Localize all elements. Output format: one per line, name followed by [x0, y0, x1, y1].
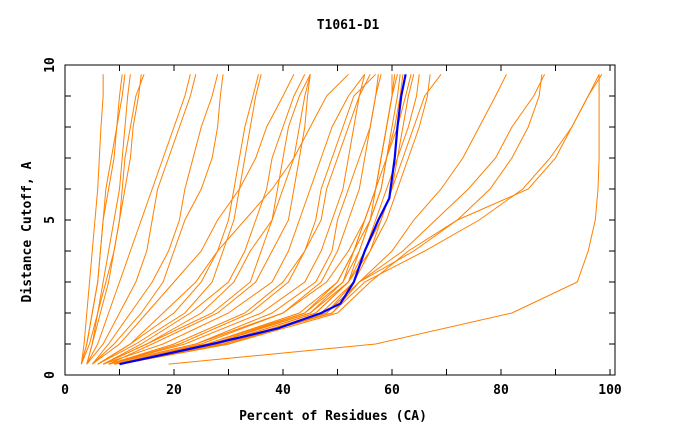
model-line-23	[113, 74, 401, 365]
model-line-5	[86, 74, 145, 365]
axes	[64, 64, 616, 376]
x-axis-label: Percent of Residues (CA)	[239, 409, 427, 424]
x-tick-label: 60	[384, 383, 400, 398]
model-line-40	[97, 73, 349, 365]
chart-title: T1061-D1	[317, 18, 380, 33]
highlight-line	[119, 74, 407, 366]
y-tick-label: 10	[43, 57, 58, 73]
model-line-19	[108, 74, 366, 365]
y-axis-label: Distance Cutoff, A	[20, 161, 35, 302]
model-line-20	[108, 74, 382, 365]
model-line-38	[168, 74, 600, 365]
model-line-16	[102, 74, 311, 365]
x-tick-label: 40	[275, 383, 291, 398]
model-line-37	[119, 74, 603, 365]
model-line-21	[108, 73, 377, 365]
y-tick-labels: 0 5 10	[43, 57, 58, 379]
series-lines	[80, 73, 603, 366]
model-line-15	[108, 74, 311, 365]
x-tick-label: 0	[61, 383, 69, 398]
model-line-13	[102, 74, 306, 365]
model-line-10	[86, 74, 197, 365]
model-line-29	[113, 74, 404, 365]
model-line-3	[86, 74, 131, 365]
model-line-9	[91, 74, 224, 365]
model-line-1	[80, 74, 104, 365]
model-line-30	[119, 74, 431, 365]
y-tick-label: 5	[43, 216, 58, 224]
model-line-36	[119, 74, 600, 365]
x-tick-labels: 0 20 40 60 80 100	[61, 383, 622, 398]
model-line-8	[91, 74, 219, 365]
x-tick-label: 20	[166, 383, 182, 398]
x-tick-label: 80	[493, 383, 509, 398]
model-line-27	[119, 74, 420, 365]
model-line-22	[113, 74, 379, 365]
model-line-11	[97, 74, 259, 365]
model-line-18	[108, 74, 371, 365]
model-line-39	[91, 74, 295, 365]
model-line-12	[97, 74, 262, 365]
x-tick-label: 100	[598, 383, 622, 398]
model-line-17	[102, 73, 366, 365]
model-line-31	[113, 73, 442, 365]
y-tick-label: 0	[43, 371, 58, 379]
model-line-7	[86, 74, 191, 365]
model-line-6	[80, 74, 126, 365]
model-line-32	[108, 74, 393, 365]
